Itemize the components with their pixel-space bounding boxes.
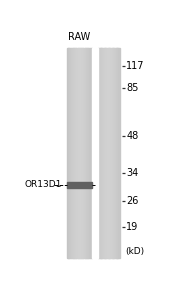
Bar: [106, 47, 107, 258]
Bar: [109, 47, 110, 258]
Bar: [68, 47, 69, 258]
Text: 19: 19: [126, 222, 139, 232]
Text: 85: 85: [126, 83, 139, 93]
Text: 48: 48: [126, 131, 139, 142]
Bar: [111, 47, 112, 258]
Bar: [75, 47, 76, 258]
Bar: [77, 47, 78, 258]
Bar: [67, 182, 92, 188]
Bar: [80, 47, 81, 258]
Bar: [88, 47, 89, 258]
Bar: [107, 47, 108, 258]
Bar: [73, 47, 74, 258]
Bar: [98, 47, 99, 258]
Bar: [76, 47, 77, 258]
Bar: [119, 47, 120, 258]
Bar: [80, 47, 81, 258]
Bar: [100, 47, 101, 258]
Text: 26: 26: [126, 196, 139, 206]
Bar: [79, 47, 80, 258]
Bar: [78, 47, 79, 258]
Text: RAW: RAW: [68, 32, 91, 43]
Bar: [102, 47, 103, 258]
Text: 34: 34: [126, 168, 139, 178]
Bar: [87, 47, 88, 258]
Bar: [89, 47, 90, 258]
Bar: [74, 47, 75, 258]
Text: 117: 117: [126, 61, 145, 71]
Bar: [102, 47, 103, 258]
Bar: [71, 47, 72, 258]
Bar: [91, 47, 92, 258]
Bar: [99, 47, 100, 258]
Bar: [105, 47, 106, 258]
Bar: [115, 47, 116, 258]
Bar: [77, 47, 78, 258]
Bar: [85, 47, 86, 258]
Bar: [72, 47, 73, 258]
Bar: [82, 47, 83, 258]
Bar: [112, 47, 113, 258]
Bar: [70, 47, 71, 258]
Bar: [114, 47, 115, 258]
Bar: [114, 47, 115, 258]
Bar: [73, 47, 74, 258]
Bar: [108, 47, 109, 258]
Bar: [81, 47, 82, 258]
Bar: [105, 47, 106, 258]
Text: (kD): (kD): [125, 248, 144, 256]
Bar: [69, 47, 70, 258]
Bar: [90, 47, 91, 258]
Bar: [104, 47, 105, 258]
Bar: [104, 47, 105, 258]
Bar: [75, 47, 76, 258]
Bar: [86, 47, 87, 258]
Bar: [70, 47, 71, 258]
Bar: [68, 47, 69, 258]
Bar: [85, 47, 86, 258]
Bar: [101, 47, 102, 258]
Bar: [118, 47, 119, 258]
Bar: [92, 47, 98, 258]
Bar: [84, 47, 85, 258]
Bar: [113, 47, 114, 258]
Bar: [87, 47, 88, 258]
Bar: [103, 47, 104, 258]
Bar: [110, 47, 111, 258]
Bar: [78, 47, 79, 258]
Bar: [116, 47, 117, 258]
Text: OR13D1: OR13D1: [25, 181, 62, 190]
Bar: [117, 47, 118, 258]
Bar: [76, 47, 77, 258]
Bar: [112, 47, 113, 258]
Bar: [89, 47, 90, 258]
Bar: [100, 47, 101, 258]
Bar: [109, 47, 110, 258]
Bar: [67, 47, 68, 258]
Bar: [83, 47, 84, 258]
Bar: [116, 47, 117, 258]
